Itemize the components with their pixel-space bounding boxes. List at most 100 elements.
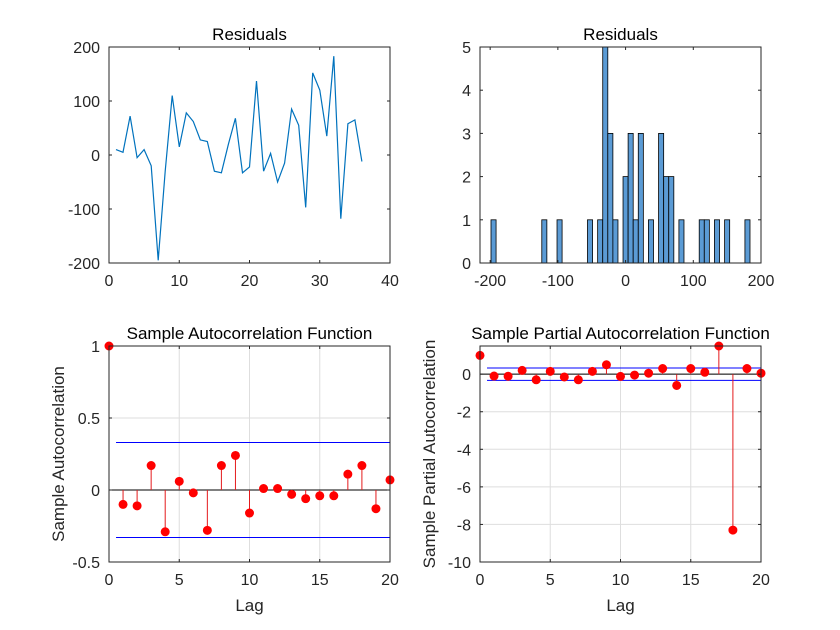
histogram-bar — [658, 132, 665, 264]
stem-marker — [188, 488, 198, 498]
x-tick-label: 20 — [381, 572, 399, 589]
x-tick-label: 40 — [381, 273, 399, 290]
stem-marker — [686, 364, 696, 374]
x-tick-label: 0 — [476, 572, 485, 589]
x-tick-label: 10 — [241, 572, 259, 589]
histogram-bar — [607, 132, 614, 264]
x-tick-label: 10 — [170, 273, 188, 290]
x-axis-label: Lag — [606, 596, 634, 615]
y-tick-label: 3 — [462, 126, 471, 143]
y-tick-label: 0 — [462, 256, 471, 273]
histogram-bar — [490, 219, 497, 264]
stem-marker — [630, 370, 640, 380]
x-tick-label: 0 — [105, 572, 114, 589]
chart-title: Residuals — [212, 25, 287, 44]
y-tick-label: 1 — [462, 213, 471, 230]
stem-marker — [728, 525, 738, 535]
pacf-stem-plot: 0 5 10 15 20 -10 -8 -6 -4 -2 0 Sample Partial Autoc… — [420, 324, 770, 615]
histogram-bar — [632, 219, 639, 264]
chart-title: Sample Partial Autocorrelation Function — [471, 324, 770, 343]
histogram-bar — [678, 219, 685, 264]
stem-marker — [259, 484, 269, 494]
histogram-bar — [602, 46, 609, 264]
acf-stem-plot: 0 5 10 15 20 -0.5 0 0.5 1 Sample Autocorrelation … — [49, 324, 399, 615]
stem-marker — [301, 494, 311, 504]
histogram-bar — [663, 176, 670, 264]
histogram-bar — [612, 219, 619, 264]
y-tick-label: 0 — [91, 148, 100, 165]
y-tick-label: -10 — [448, 555, 471, 572]
plot-area — [109, 47, 390, 263]
residuals-line-plot: 0 10 20 30 40 -200 -100 0 100 200 Residuals — [68, 25, 399, 290]
x-tick-label: 100 — [680, 273, 707, 290]
stem-marker — [503, 371, 513, 381]
stem-marker — [230, 450, 240, 460]
residuals-series-line — [115, 56, 363, 261]
y-tick-label: -8 — [457, 517, 471, 534]
histogram-bar — [648, 219, 654, 264]
y-tick-label: -2 — [457, 405, 471, 422]
stem-marker — [118, 499, 128, 509]
axes-box — [479, 46, 762, 264]
histogram-bar — [637, 132, 644, 264]
y-tick-label: -100 — [68, 202, 100, 219]
x-tick-label: 5 — [175, 572, 184, 589]
y-axis-label: Sample Autocorrelation — [49, 366, 68, 542]
stem-marker — [489, 371, 499, 381]
histogram-bar — [714, 219, 720, 264]
stem-marker — [329, 491, 339, 501]
stem-marker — [160, 527, 170, 537]
stem-marker — [287, 489, 297, 499]
y-tick-label: 4 — [462, 83, 471, 100]
histogram-bar — [724, 219, 731, 264]
stem-marker — [672, 380, 682, 390]
stem-marker — [587, 366, 597, 376]
stem-marker — [357, 461, 367, 471]
histogram-bar — [627, 132, 634, 264]
stem-marker — [174, 476, 184, 486]
histogram-bar — [587, 219, 593, 264]
x-tick-label: 15 — [682, 572, 700, 589]
x-tick-label: 5 — [546, 572, 555, 589]
x-tick-label: 0 — [105, 273, 114, 290]
x-tick-label: 20 — [241, 273, 259, 290]
y-tick-label: -6 — [457, 480, 471, 497]
x-tick-label: 0 — [621, 273, 630, 290]
stem-marker — [245, 508, 254, 518]
stem-marker — [216, 461, 226, 471]
stem-marker — [601, 360, 611, 370]
watermark: CSDN @机器学习之心 — [663, 601, 826, 620]
y-tick-label: 0 — [91, 483, 100, 500]
stem-marker — [343, 469, 353, 479]
stem-marker — [273, 484, 283, 494]
stem-marker — [616, 371, 625, 381]
stem-marker — [573, 375, 583, 385]
stem-marker — [202, 525, 212, 535]
histogram-bar — [541, 219, 548, 264]
x-tick-label: -200 — [474, 273, 506, 290]
x-tick-label: 15 — [311, 572, 329, 589]
stem-marker — [517, 365, 527, 375]
histogram-bar — [668, 176, 675, 264]
y-tick-label: 0.5 — [78, 411, 100, 428]
chart-title: Residuals — [583, 25, 658, 44]
histogram-bar — [744, 219, 751, 264]
x-tick-label: 20 — [752, 572, 770, 589]
stem-marker — [531, 375, 541, 385]
x-tick-label: 30 — [311, 273, 329, 290]
stem-marker — [545, 366, 555, 376]
x-tick-label: 200 — [748, 273, 775, 290]
stem-marker — [315, 491, 325, 501]
x-tick-label: 10 — [612, 572, 630, 589]
stem-marker — [658, 364, 668, 374]
histogram-bar — [698, 219, 705, 264]
histogram-bar — [703, 219, 710, 264]
histogram-bar — [556, 219, 563, 264]
chart-title: Sample Autocorrelation Function — [127, 324, 373, 343]
y-tick-label: 2 — [462, 170, 471, 187]
residuals-histogram: -200 -100 0 100 200 0 1 2 3 4 5 Residuals — [462, 25, 774, 290]
x-tick-label: -100 — [542, 273, 574, 290]
y-tick-label: -4 — [457, 442, 471, 459]
stem-marker — [644, 368, 654, 378]
